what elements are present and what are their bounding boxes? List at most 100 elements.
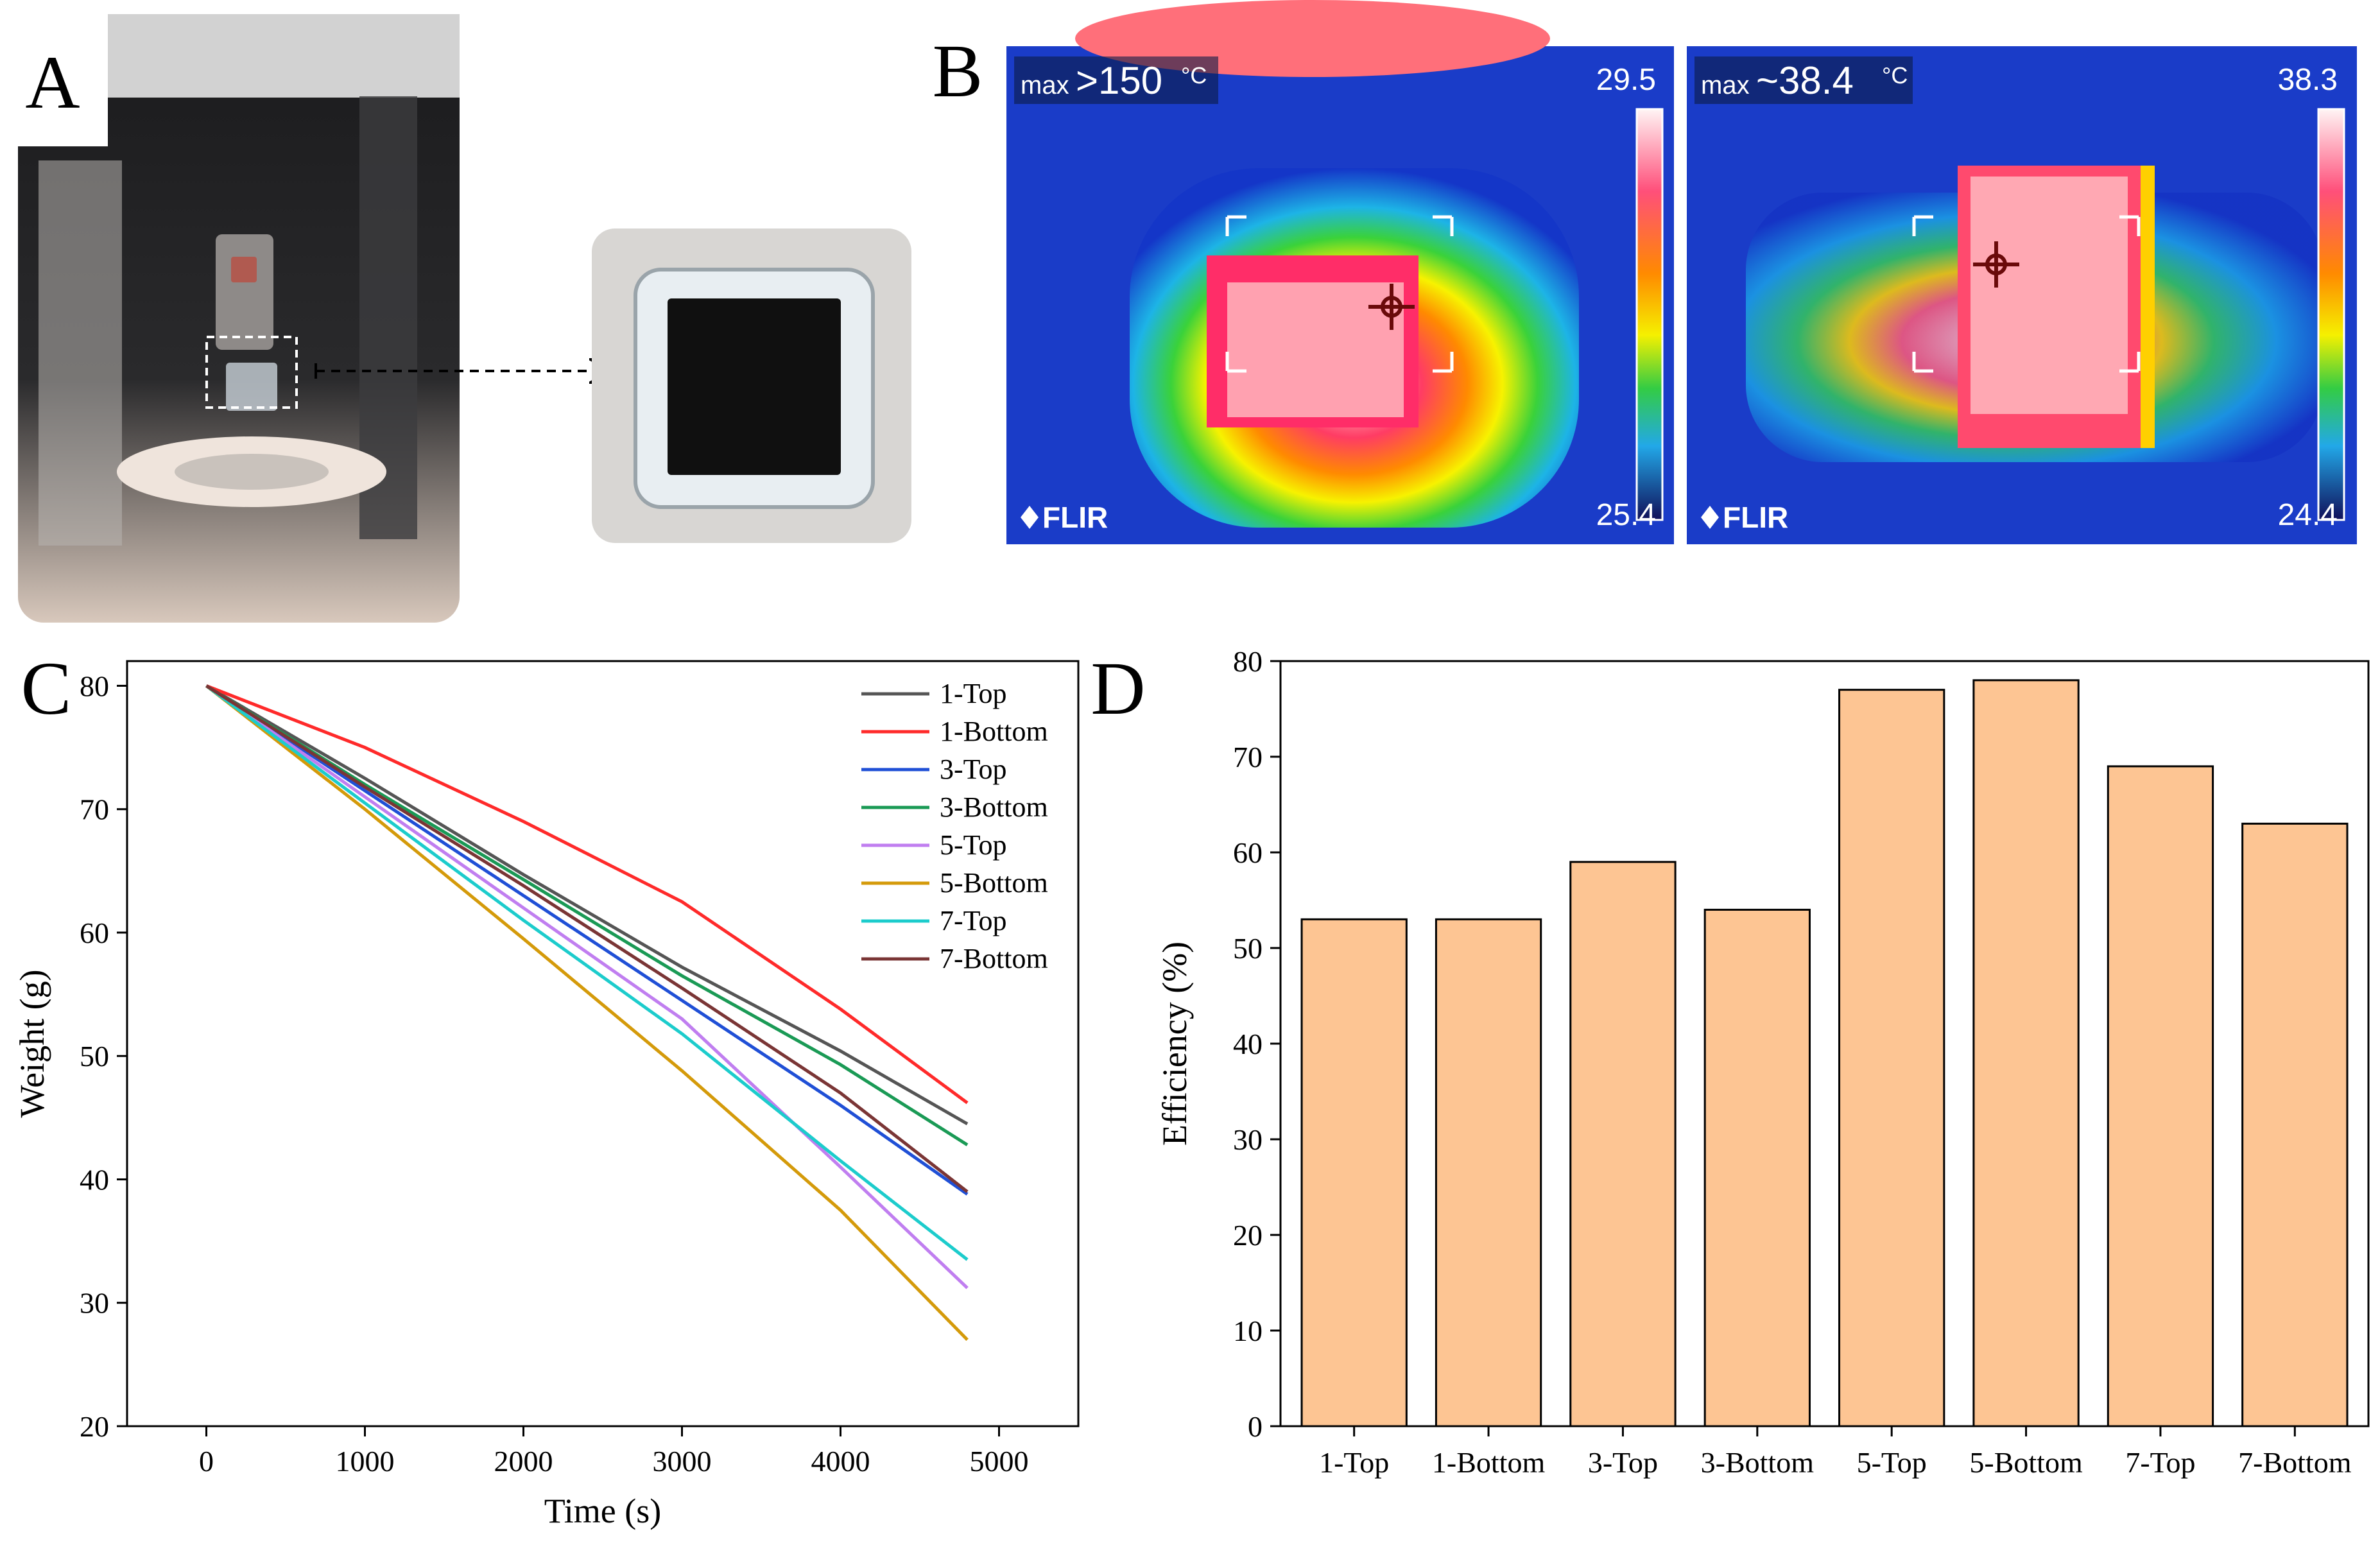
panel-b: B max >150 °C 29.5 25.4 FLIR	[933, 0, 2357, 544]
y-tick-label: 20	[1233, 1219, 1263, 1252]
crosshair-icon	[1973, 241, 2019, 288]
series-line-3-top	[205, 684, 969, 1196]
evaporator-sample	[668, 298, 841, 475]
max-label: max	[1701, 71, 1750, 99]
max-label: max	[1021, 71, 1069, 99]
y-tick-label: 80	[1233, 645, 1263, 678]
bar-3-top	[1569, 861, 1677, 1427]
legend-label: 1-Bottom	[940, 716, 1048, 747]
x-axis-label: Time (s)	[544, 1492, 662, 1530]
x-tick-label: 1-Bottom	[1432, 1446, 1546, 1479]
legend-label: 3-Top	[940, 754, 1006, 785]
series-line-5-bottom	[205, 684, 969, 1341]
y-tick-label: 70	[80, 793, 109, 826]
x-tick-label: 2000	[494, 1445, 553, 1478]
bar-5-bottom	[1972, 679, 2080, 1427]
weight-chart: 0 1000 2000 3000 4000 5000 20 30 40 50 60 70 80 Time …	[13, 660, 1080, 1530]
y-tick-label: 20	[80, 1410, 109, 1443]
color-scale-bar	[1635, 108, 1664, 521]
x-tick-label: 3-Bottom	[1701, 1446, 1815, 1479]
bar-7-top	[2107, 765, 2214, 1427]
balance-pan-inner	[175, 454, 329, 490]
measure-box-corners	[1225, 215, 1454, 373]
max-readout-bg	[1014, 56, 1218, 104]
y-tick-label: 70	[1233, 741, 1263, 773]
bar-5-top	[1838, 689, 1945, 1427]
panel-d: D 1-Top 1-Bottom 3-Top 3-Bottom 5-Top 5-Botto…	[1091, 645, 2370, 1479]
x-tick-label: 5000	[970, 1445, 1029, 1478]
series-line-1-top	[205, 684, 969, 1126]
panel-c-letter: C	[21, 646, 72, 730]
legend-label: 3-Bottom	[940, 791, 1048, 823]
bar-7-bottom	[2241, 822, 2349, 1427]
sample-beaker	[226, 363, 277, 411]
scale-top-value: 29.5	[1596, 63, 1656, 97]
zoom-box	[205, 336, 298, 409]
flir-logo-icon	[1701, 506, 1719, 529]
max-value: ~38.4	[1756, 59, 1854, 102]
y-tick-label: 60	[1233, 836, 1263, 869]
x-tick-label: 7-Top	[2125, 1446, 2195, 1479]
series-line-5-top	[205, 684, 969, 1289]
x-tick-label: 5-Top	[1857, 1446, 1927, 1479]
scale-top-value: 38.3	[2278, 63, 2338, 97]
max-value: >150	[1076, 59, 1162, 102]
series-line-3-bottom	[205, 684, 969, 1146]
panel-a: A	[0, 0, 911, 623]
flir-brand: FLIR	[1042, 501, 1108, 534]
y-axis-label: Efficiency (%)	[1155, 942, 1194, 1146]
max-unit: °C	[1181, 62, 1207, 89]
flir-logo-icon	[1021, 506, 1039, 529]
y-tick-label: 30	[80, 1287, 109, 1320]
y-tick-label: 0	[1248, 1410, 1263, 1443]
balance-backplate	[216, 234, 273, 350]
y-tick-label: 10	[1233, 1315, 1263, 1347]
scale-bottom-value: 24.4	[2278, 498, 2338, 532]
bar-1-top	[1300, 918, 1408, 1427]
flir-brand: FLIR	[1723, 501, 1788, 534]
panel-a-letter: A	[25, 40, 80, 125]
panel-b-letter: B	[933, 29, 983, 113]
panel-d-letter: D	[1091, 646, 1145, 730]
max-readout-bg	[1694, 56, 1913, 104]
x-tick-label: 1000	[336, 1445, 395, 1478]
efficiency-chart: 1-Top 1-Bottom 3-Top 3-Bottom 5-Top 5-Bottom 7…	[1155, 645, 2370, 1479]
legend-label: 5-Bottom	[940, 867, 1048, 899]
thermal-image-right: max ~38.4 °C 38.3 24.4 FLIR	[1687, 46, 2357, 544]
y-axis-label: Weight (g)	[13, 969, 51, 1117]
y-tick-label: 30	[1233, 1123, 1263, 1156]
y-tick-label: 80	[80, 669, 109, 702]
x-tick-label: 3000	[653, 1445, 712, 1478]
bar-3-bottom	[1703, 908, 1811, 1427]
plot-frame	[126, 660, 1080, 1427]
series-line-7-top	[205, 684, 969, 1261]
y-tick-label: 40	[1233, 1028, 1263, 1060]
max-unit: °C	[1882, 62, 1908, 89]
series-line-1-bottom	[205, 684, 969, 1105]
balance-indicator	[231, 257, 257, 282]
x-tick-label: 4000	[811, 1445, 870, 1478]
panel-c: C 0 1000 2000 3000 4000 5000 20 30 40 50 60 70 80 Tim…	[13, 646, 1080, 1530]
series-line-7-bottom	[205, 684, 969, 1193]
warm-sample-core	[1970, 177, 2128, 414]
color-scale-bar	[2317, 108, 2345, 521]
legend-label: 7-Bottom	[940, 943, 1048, 974]
legend-label: 1-Top	[940, 678, 1006, 709]
measure-box-corners	[1912, 215, 2141, 373]
panel-a-label-bg	[0, 0, 108, 146]
y-tick-label: 50	[80, 1040, 109, 1073]
balance-side-glass	[39, 160, 122, 546]
hot-sample-core	[1227, 282, 1404, 417]
x-tick-label: 5-Bottom	[1969, 1446, 2083, 1479]
y-tick-label: 50	[1233, 932, 1263, 965]
legend-label: 7-Top	[940, 905, 1006, 936]
crosshair-icon	[1368, 284, 1415, 330]
y-tick-label: 60	[80, 917, 109, 949]
scale-bottom-value: 25.4	[1596, 498, 1656, 532]
x-tick-label: 1-Top	[1319, 1446, 1389, 1479]
x-tick-label: 3-Top	[1588, 1446, 1658, 1479]
bar-1-bottom	[1435, 918, 1542, 1427]
legend-label: 5-Top	[940, 829, 1006, 861]
x-tick-label: 7-Bottom	[2238, 1446, 2352, 1479]
